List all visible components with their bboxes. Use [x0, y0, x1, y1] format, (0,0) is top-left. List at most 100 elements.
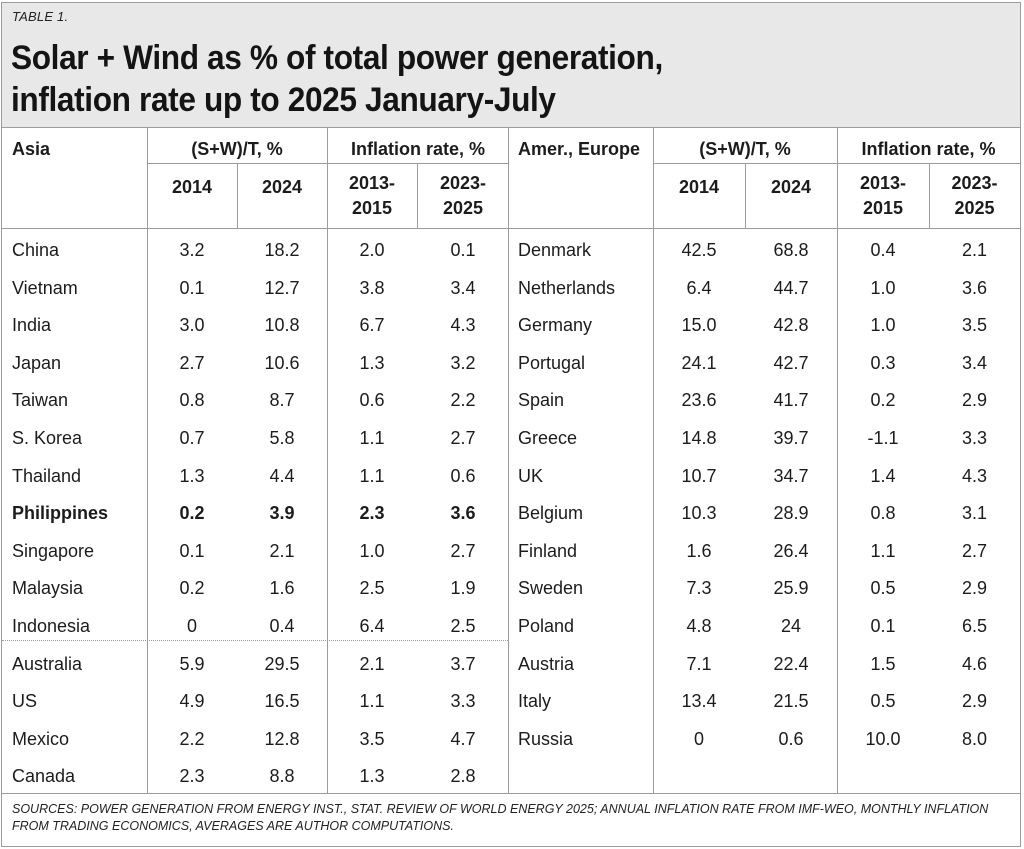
left-row-sw2014: 0.8 — [179, 390, 205, 411]
right-row-inf2325: 3.4 — [961, 352, 988, 373]
right-row-sw2014: 1.6 — [686, 540, 712, 561]
right-row-inf2325: 2.9 — [961, 390, 988, 411]
table-tag: TABLE 1. — [12, 9, 69, 24]
left-row-sw2024: 12.8 — [264, 728, 300, 749]
right-row-inf1315: 0.3 — [870, 352, 896, 373]
right-row-country: Netherlands — [518, 277, 616, 298]
left-row-country: Mexico — [12, 728, 70, 749]
left-region-header: Asia — [12, 139, 51, 159]
left-row-inf2325: 3.4 — [450, 277, 476, 298]
left-row-inf1315: 3.5 — [359, 728, 385, 749]
left-row-inf1315: 1.3 — [359, 352, 385, 373]
right-row-inf1315: -1.1 — [867, 428, 899, 448]
right-row-country: UK — [518, 465, 544, 486]
column-rule — [327, 128, 328, 793]
left-row-inf2325: 3.3 — [450, 691, 476, 712]
left-row-inf1315: 1.3 — [359, 766, 385, 787]
right-row-country: Finland — [518, 540, 578, 561]
right-row-inf1315: 1.1 — [870, 540, 896, 561]
right-row-sw2014: 7.3 — [686, 578, 712, 599]
left-inflation-group-header: Inflation rate, % — [350, 139, 485, 159]
left-row-inf1315: 1.0 — [359, 540, 385, 561]
right-sw-group-header: (S+W)/T, % — [699, 139, 791, 159]
left-row-inf1315: 2.3 — [359, 503, 385, 524]
left-row-sw2014: 3.2 — [179, 240, 205, 260]
left-row-inf1315: 1.1 — [359, 428, 385, 448]
right-row-inf2325: 8.0 — [961, 728, 988, 749]
row-rule — [653, 163, 1020, 164]
left-row-sw2024: 2.1 — [269, 540, 295, 561]
left-sw-year-2014: 2014 — [171, 177, 213, 197]
right-row-country: Sweden — [518, 578, 584, 599]
right-row-inf1315: 1.0 — [870, 315, 896, 336]
right-row-inf2325: 2.7 — [961, 540, 988, 561]
right-row-country: Russia — [518, 728, 574, 749]
row-rule — [147, 163, 508, 164]
right-row-country: Germany — [518, 315, 593, 336]
right-row-inf1315: 0.1 — [870, 616, 896, 636]
left-row-sw2014: 0.2 — [179, 578, 205, 599]
left-row-country: Singapore — [12, 540, 95, 561]
left-row-country: Malaysia — [12, 578, 84, 599]
right-row-sw2014: 42.5 — [681, 240, 717, 260]
right-inflation-period-1-line-1: 2025 — [954, 198, 995, 218]
column-rule — [417, 163, 418, 228]
left-row-sw2014: 2.7 — [179, 352, 205, 373]
right-row-inf2325: 3.3 — [961, 428, 988, 448]
left-row-sw2024: 10.8 — [264, 315, 300, 336]
right-inflation-period-1-line-0: 2023- — [951, 173, 998, 193]
right-row-sw2014: 14.8 — [681, 428, 717, 448]
right-row-sw2024: 41.7 — [773, 390, 809, 411]
left-row-country: Canada — [12, 766, 76, 787]
left-row-inf1315: 1.1 — [359, 465, 385, 486]
left-row-inf2325: 2.5 — [450, 616, 476, 636]
right-row-country: Belgium — [518, 503, 584, 524]
left-inflation-period-0-line-0: 2013- — [348, 173, 396, 193]
sources-line-1: SOURCES: POWER GENERATION FROM ENERGY IN… — [12, 802, 989, 816]
right-row-inf1315: 1.0 — [870, 277, 896, 298]
right-row-sw2014: 13.4 — [681, 691, 717, 712]
right-row-inf1315: 0.5 — [870, 578, 896, 599]
right-row-inf1315: 1.4 — [870, 465, 896, 486]
right-row-sw2014: 6.4 — [686, 277, 712, 298]
right-row-sw2024: 28.9 — [773, 503, 809, 524]
left-row-country: Vietnam — [12, 277, 78, 298]
row-rule — [2, 640, 508, 641]
right-row-inf1315: 0.2 — [870, 390, 896, 411]
right-sw-year-2014: 2014 — [678, 177, 720, 197]
left-row-sw2024: 12.7 — [264, 277, 300, 298]
left-row-sw2014: 4.9 — [179, 691, 205, 712]
left-row-sw2024: 16.5 — [264, 691, 300, 712]
left-row-sw2014: 3.0 — [179, 315, 205, 336]
right-row-inf2325: 6.5 — [961, 616, 988, 636]
right-region-header: Amer., Europe — [518, 139, 641, 159]
left-row-sw2024: 18.2 — [264, 240, 300, 260]
left-row-sw2024: 5.8 — [269, 428, 295, 448]
right-row-sw2024: 42.7 — [773, 352, 809, 373]
left-row-sw2024: 8.8 — [269, 766, 295, 787]
right-inflation-period-0-line-0: 2013- — [859, 173, 907, 193]
left-row-sw2024: 10.6 — [264, 352, 300, 373]
left-row-country: S. Korea — [12, 428, 83, 448]
column-rule — [653, 128, 654, 793]
right-sw-year-2024: 2024 — [770, 177, 812, 197]
left-row-inf2325: 0.6 — [450, 465, 476, 486]
left-row-inf2325: 3.7 — [450, 653, 476, 674]
left-inflation-period-0-line-1: 2015 — [351, 198, 393, 218]
left-row-country: Australia — [12, 653, 83, 674]
left-row-country: Philippines — [12, 503, 109, 524]
right-row-sw2024: 22.4 — [773, 653, 809, 674]
right-row-sw2024: 25.9 — [773, 578, 809, 599]
left-row-country: China — [12, 240, 60, 260]
left-row-inf1315: 2.0 — [359, 240, 385, 260]
table-title-line-1: Solar + Wind as % of total power generat… — [11, 39, 663, 77]
left-row-inf1315: 0.6 — [359, 390, 385, 411]
table-header-band: TABLE 1. Solar + Wind as % of total powe… — [2, 3, 1020, 128]
right-row-country: Poland — [518, 616, 575, 636]
left-row-country: Taiwan — [12, 390, 69, 411]
left-row-sw2014: 0.1 — [179, 277, 205, 298]
right-row-inf1315: 0.8 — [870, 503, 896, 524]
right-row-inf2325: 3.5 — [961, 315, 988, 336]
left-row-inf1315: 2.1 — [359, 653, 385, 674]
left-row-inf2325: 0.1 — [450, 240, 476, 260]
